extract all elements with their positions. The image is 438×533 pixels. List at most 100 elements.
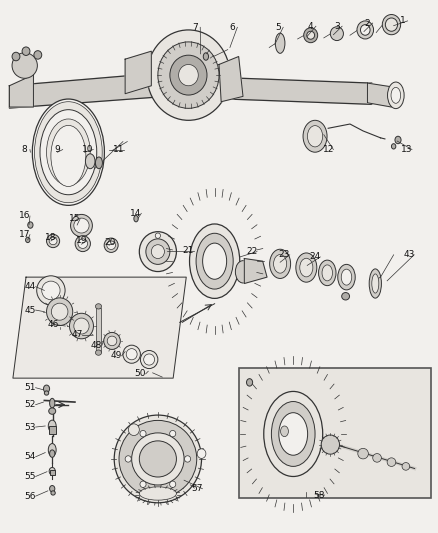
Ellipse shape [12, 52, 20, 61]
Ellipse shape [341, 269, 352, 285]
Ellipse shape [140, 481, 146, 488]
Ellipse shape [184, 456, 191, 462]
Ellipse shape [74, 318, 89, 334]
Bar [49, 470, 55, 475]
Ellipse shape [235, 261, 251, 283]
Text: 3: 3 [334, 22, 340, 31]
Ellipse shape [158, 42, 219, 108]
Ellipse shape [48, 420, 56, 432]
Ellipse shape [300, 259, 313, 277]
Ellipse shape [71, 214, 92, 237]
Ellipse shape [107, 241, 116, 249]
Ellipse shape [270, 249, 290, 278]
Ellipse shape [197, 449, 206, 458]
Text: 8: 8 [22, 145, 28, 154]
Ellipse shape [46, 119, 90, 185]
Text: 22: 22 [246, 247, 258, 256]
Ellipse shape [385, 18, 398, 31]
Ellipse shape [43, 385, 49, 392]
Ellipse shape [304, 28, 318, 43]
Ellipse shape [42, 281, 60, 300]
Ellipse shape [74, 218, 89, 233]
Ellipse shape [44, 391, 49, 395]
Ellipse shape [330, 27, 343, 41]
Ellipse shape [12, 53, 37, 78]
Text: 1: 1 [399, 17, 405, 26]
Ellipse shape [51, 491, 55, 495]
Text: 15: 15 [69, 214, 81, 223]
Ellipse shape [51, 125, 86, 187]
Text: 50: 50 [134, 369, 146, 378]
Polygon shape [219, 56, 243, 102]
Polygon shape [228, 78, 372, 104]
Ellipse shape [49, 467, 55, 475]
Ellipse shape [179, 64, 198, 86]
Ellipse shape [170, 55, 207, 95]
Text: 18: 18 [45, 233, 57, 242]
Ellipse shape [107, 336, 117, 346]
Polygon shape [125, 51, 151, 94]
Ellipse shape [49, 408, 56, 414]
Ellipse shape [22, 47, 30, 55]
Text: 49: 49 [111, 351, 122, 360]
Text: 55: 55 [25, 472, 36, 481]
Ellipse shape [75, 236, 90, 252]
Ellipse shape [139, 441, 177, 477]
Text: 5: 5 [275, 23, 281, 32]
Text: 53: 53 [25, 423, 36, 432]
Ellipse shape [387, 458, 396, 466]
Text: 9: 9 [55, 145, 60, 154]
Ellipse shape [395, 136, 401, 144]
Ellipse shape [338, 264, 355, 290]
Text: 44: 44 [25, 282, 36, 291]
Text: 46: 46 [47, 320, 59, 329]
Ellipse shape [141, 351, 158, 368]
Text: 48: 48 [91, 341, 102, 350]
Ellipse shape [126, 349, 137, 360]
Ellipse shape [32, 99, 104, 205]
Ellipse shape [49, 450, 55, 457]
Ellipse shape [49, 486, 55, 492]
Ellipse shape [134, 215, 138, 222]
Ellipse shape [373, 454, 381, 462]
Ellipse shape [322, 265, 332, 281]
Bar [49, 426, 56, 434]
Ellipse shape [104, 238, 118, 253]
Ellipse shape [357, 21, 374, 39]
Ellipse shape [190, 224, 240, 298]
Ellipse shape [170, 481, 176, 488]
Ellipse shape [95, 350, 102, 356]
Ellipse shape [139, 232, 177, 271]
Ellipse shape [34, 51, 42, 59]
Polygon shape [10, 70, 33, 107]
Bar [239, 368, 431, 498]
Ellipse shape [279, 413, 307, 455]
Ellipse shape [119, 421, 197, 497]
Ellipse shape [281, 426, 288, 437]
Ellipse shape [147, 30, 230, 120]
Text: 54: 54 [25, 453, 36, 462]
Ellipse shape [104, 333, 120, 350]
Text: 19: 19 [76, 237, 87, 246]
Text: 11: 11 [113, 145, 124, 154]
Ellipse shape [95, 157, 102, 168]
Ellipse shape [51, 303, 68, 320]
Ellipse shape [247, 378, 253, 386]
Ellipse shape [372, 274, 379, 293]
Text: 57: 57 [191, 484, 203, 493]
Ellipse shape [170, 431, 176, 437]
Ellipse shape [132, 433, 184, 485]
Ellipse shape [140, 431, 146, 437]
Ellipse shape [85, 154, 95, 168]
Text: 24: 24 [309, 253, 321, 261]
Ellipse shape [382, 14, 401, 35]
Ellipse shape [125, 456, 131, 462]
Ellipse shape [95, 304, 102, 309]
Polygon shape [244, 259, 267, 284]
Text: 20: 20 [104, 238, 116, 247]
Ellipse shape [203, 243, 226, 279]
Ellipse shape [35, 102, 102, 203]
Text: 2: 2 [365, 19, 370, 28]
Ellipse shape [40, 110, 97, 195]
Ellipse shape [369, 269, 381, 298]
